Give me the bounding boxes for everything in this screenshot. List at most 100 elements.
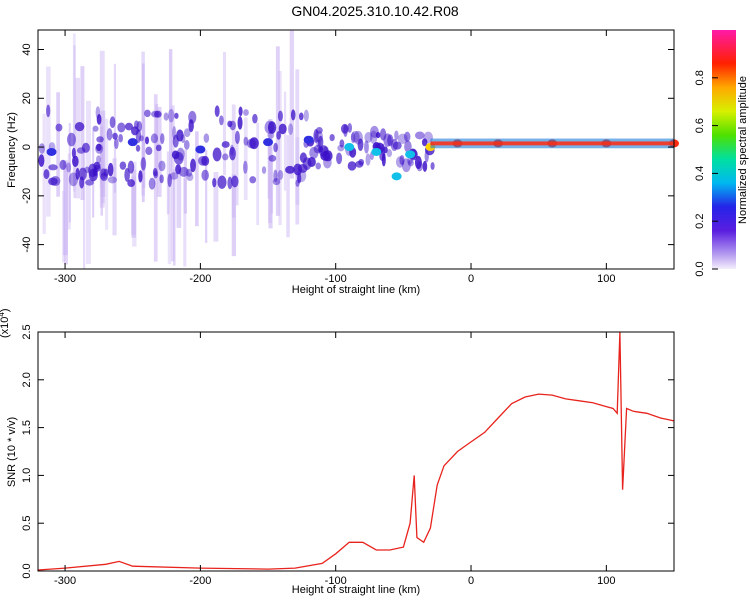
snr-x-ticks: -300 -200 -100 0 100 — [54, 332, 616, 587]
spectrogram-blob — [394, 130, 399, 141]
spectrogram-blob — [46, 104, 51, 118]
snr-y-multiplier-close: ) — [0, 308, 11, 312]
spectrogram-blob — [114, 137, 119, 150]
spectrogram-blob — [96, 114, 102, 125]
spectrogram-speckle — [195, 131, 199, 227]
spectrogram-blob — [180, 134, 186, 144]
spectrogram-blob — [92, 125, 99, 132]
spectrogram-blob — [404, 131, 411, 142]
spectrogram-blob — [243, 136, 249, 146]
spectrogram-blob — [229, 120, 236, 131]
spectrogram-blob — [365, 153, 371, 166]
spectrogram-blob — [174, 112, 179, 119]
spectrogram-frame — [37, 29, 675, 270]
spectrogram-blob — [397, 133, 408, 145]
spectrogram-blob — [127, 179, 136, 188]
spectrogram-blob — [278, 123, 287, 135]
spectrogram-blob — [201, 169, 209, 181]
spectrogram-blob — [188, 118, 194, 133]
spectrogram-blob — [317, 135, 324, 149]
spectrogram-blob — [315, 162, 321, 170]
spectrogram-blob — [135, 144, 141, 152]
spectrogram-ridge-point — [195, 145, 206, 154]
spectrogram-blob — [112, 132, 118, 140]
spectrogram-speckle — [275, 46, 280, 216]
spectrogram-blob — [234, 130, 240, 144]
spectrogram-speckle — [113, 63, 117, 193]
spectrogram-speckle — [83, 144, 86, 269]
snr-background — [38, 332, 674, 571]
spectrogram-blob — [313, 129, 319, 143]
spectrogram-speckle — [213, 172, 219, 242]
spectrogram-blob — [138, 170, 143, 183]
spectrogram-blob — [290, 109, 296, 121]
x-tick-label: 0 — [468, 575, 474, 587]
spectrogram-blob — [160, 133, 165, 145]
spectrogram-blob — [421, 138, 428, 147]
spectrogram-blob — [158, 160, 166, 172]
spectrogram-blob — [320, 150, 331, 161]
x-tick-label: -100 — [325, 273, 347, 285]
spectrogram-blob — [296, 169, 307, 183]
spectrogram-blob — [329, 133, 335, 142]
snr-y-multiplier-base: (x10 — [0, 317, 11, 338]
spectrogram-blob — [268, 155, 277, 162]
spectrogram-y-ticks: -40 -20 0 20 40 — [21, 43, 674, 253]
spectrogram-blob — [221, 141, 230, 148]
spectrogram-blob — [151, 110, 160, 118]
spectrogram-blob — [68, 172, 78, 187]
spectrogram-speckle — [286, 135, 290, 238]
spectrogram-blob — [72, 155, 79, 167]
spectrogram-blob — [404, 140, 412, 153]
spectrogram-blob — [347, 123, 353, 133]
snr-x-axis-label: Height of straight line (km) — [292, 584, 420, 596]
spectrogram-blob — [379, 128, 387, 141]
spectrogram-blob — [364, 140, 369, 154]
spectrogram-blob — [407, 159, 414, 167]
spectrogram-blob — [38, 143, 46, 154]
spectrogram-ridge-point — [344, 143, 355, 152]
spectrogram-speckle — [63, 160, 68, 256]
x-tick-label: 100 — [597, 273, 615, 285]
spectrogram-blob — [212, 147, 222, 162]
spectrogram-blob — [375, 132, 381, 139]
spectrogram-speckle — [267, 143, 271, 199]
spectrogram-speckle — [170, 105, 175, 262]
spectrogram-blob — [155, 144, 162, 152]
spectrogram-blob — [392, 141, 402, 150]
spectrogram-blob — [343, 124, 348, 137]
spectrogram-ridge-point — [263, 138, 274, 147]
y-tick-label: 0.0 — [21, 563, 33, 578]
spectrogram-blob — [75, 167, 80, 180]
spectrogram-blob — [285, 165, 295, 174]
spectrogram-speckle — [243, 117, 248, 200]
spectrogram-y-axis-label: Frequency (Hz) — [6, 112, 18, 188]
spectrogram-blob — [243, 160, 248, 174]
spectrogram-blob — [152, 168, 158, 177]
spectrogram-blob — [273, 169, 278, 183]
spectrogram-blob — [369, 130, 378, 144]
spectrogram-blob — [350, 132, 356, 144]
spectrogram-blob — [144, 136, 150, 145]
spectrogram-blob — [277, 110, 283, 122]
snr-frame — [37, 331, 675, 572]
spectrogram-blob — [109, 116, 116, 129]
spectrogram-blob — [288, 123, 294, 136]
spectrogram-blob — [74, 122, 85, 132]
spectrogram-blob — [59, 159, 67, 170]
spectrogram-blob — [350, 131, 360, 143]
spectrogram-speckle — [142, 117, 146, 189]
spectrogram-blob — [190, 158, 196, 173]
spectrogram-speckle — [75, 77, 81, 199]
spectrogram-ridge-point — [405, 150, 416, 159]
y-tick-label: 0 — [21, 144, 33, 150]
chart-title: GN04.2025.310.10.42.R08 — [291, 3, 459, 19]
spectrogram-speckle — [283, 91, 287, 191]
spectrogram-blob — [372, 142, 381, 150]
spectrogram-blob — [167, 173, 172, 188]
spectrogram-blob — [117, 122, 126, 133]
spectrogram-blob — [107, 162, 114, 177]
spectrogram-blob — [43, 169, 50, 180]
spectrogram-speckle — [131, 169, 137, 238]
spectrogram-speckle — [141, 51, 145, 196]
